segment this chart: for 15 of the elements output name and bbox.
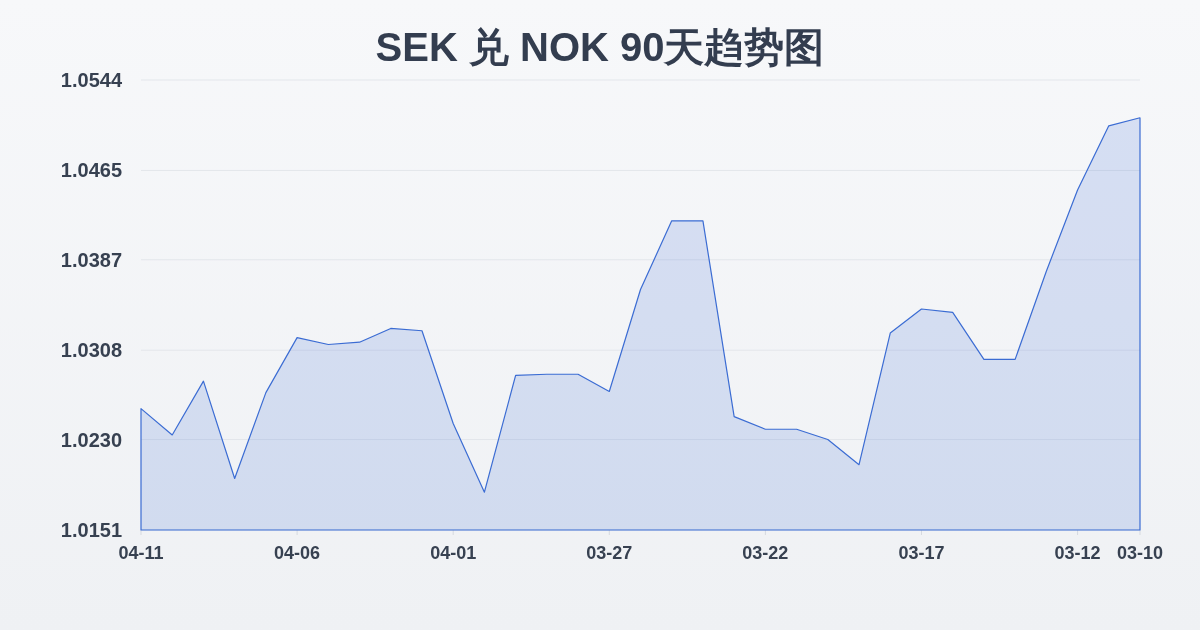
x-tick-label: 03-22: [742, 543, 789, 563]
y-tick-label: 1.0230: [60, 428, 122, 451]
y-tick-label: 1.0544: [60, 69, 123, 91]
x-tick-label: 03-17: [898, 543, 945, 563]
x-tick-label: 04-06: [274, 543, 321, 563]
x-tick-label: 03-12: [1054, 543, 1101, 563]
y-tick-label: 1.0151: [60, 519, 122, 541]
y-tick-label: 1.0308: [60, 339, 122, 362]
title: SEK 兑 NOK 90天趋势图: [375, 25, 825, 69]
x-tick-label: 04-11: [118, 543, 164, 563]
y-tick-label: 1.0465: [60, 159, 122, 182]
x-tick-label: 03-10: [1116, 543, 1164, 563]
y-tick-label: 1.0387: [60, 248, 122, 271]
x-tick-label: 04-01: [430, 543, 477, 563]
x-tick-label: 03-27: [586, 543, 633, 563]
